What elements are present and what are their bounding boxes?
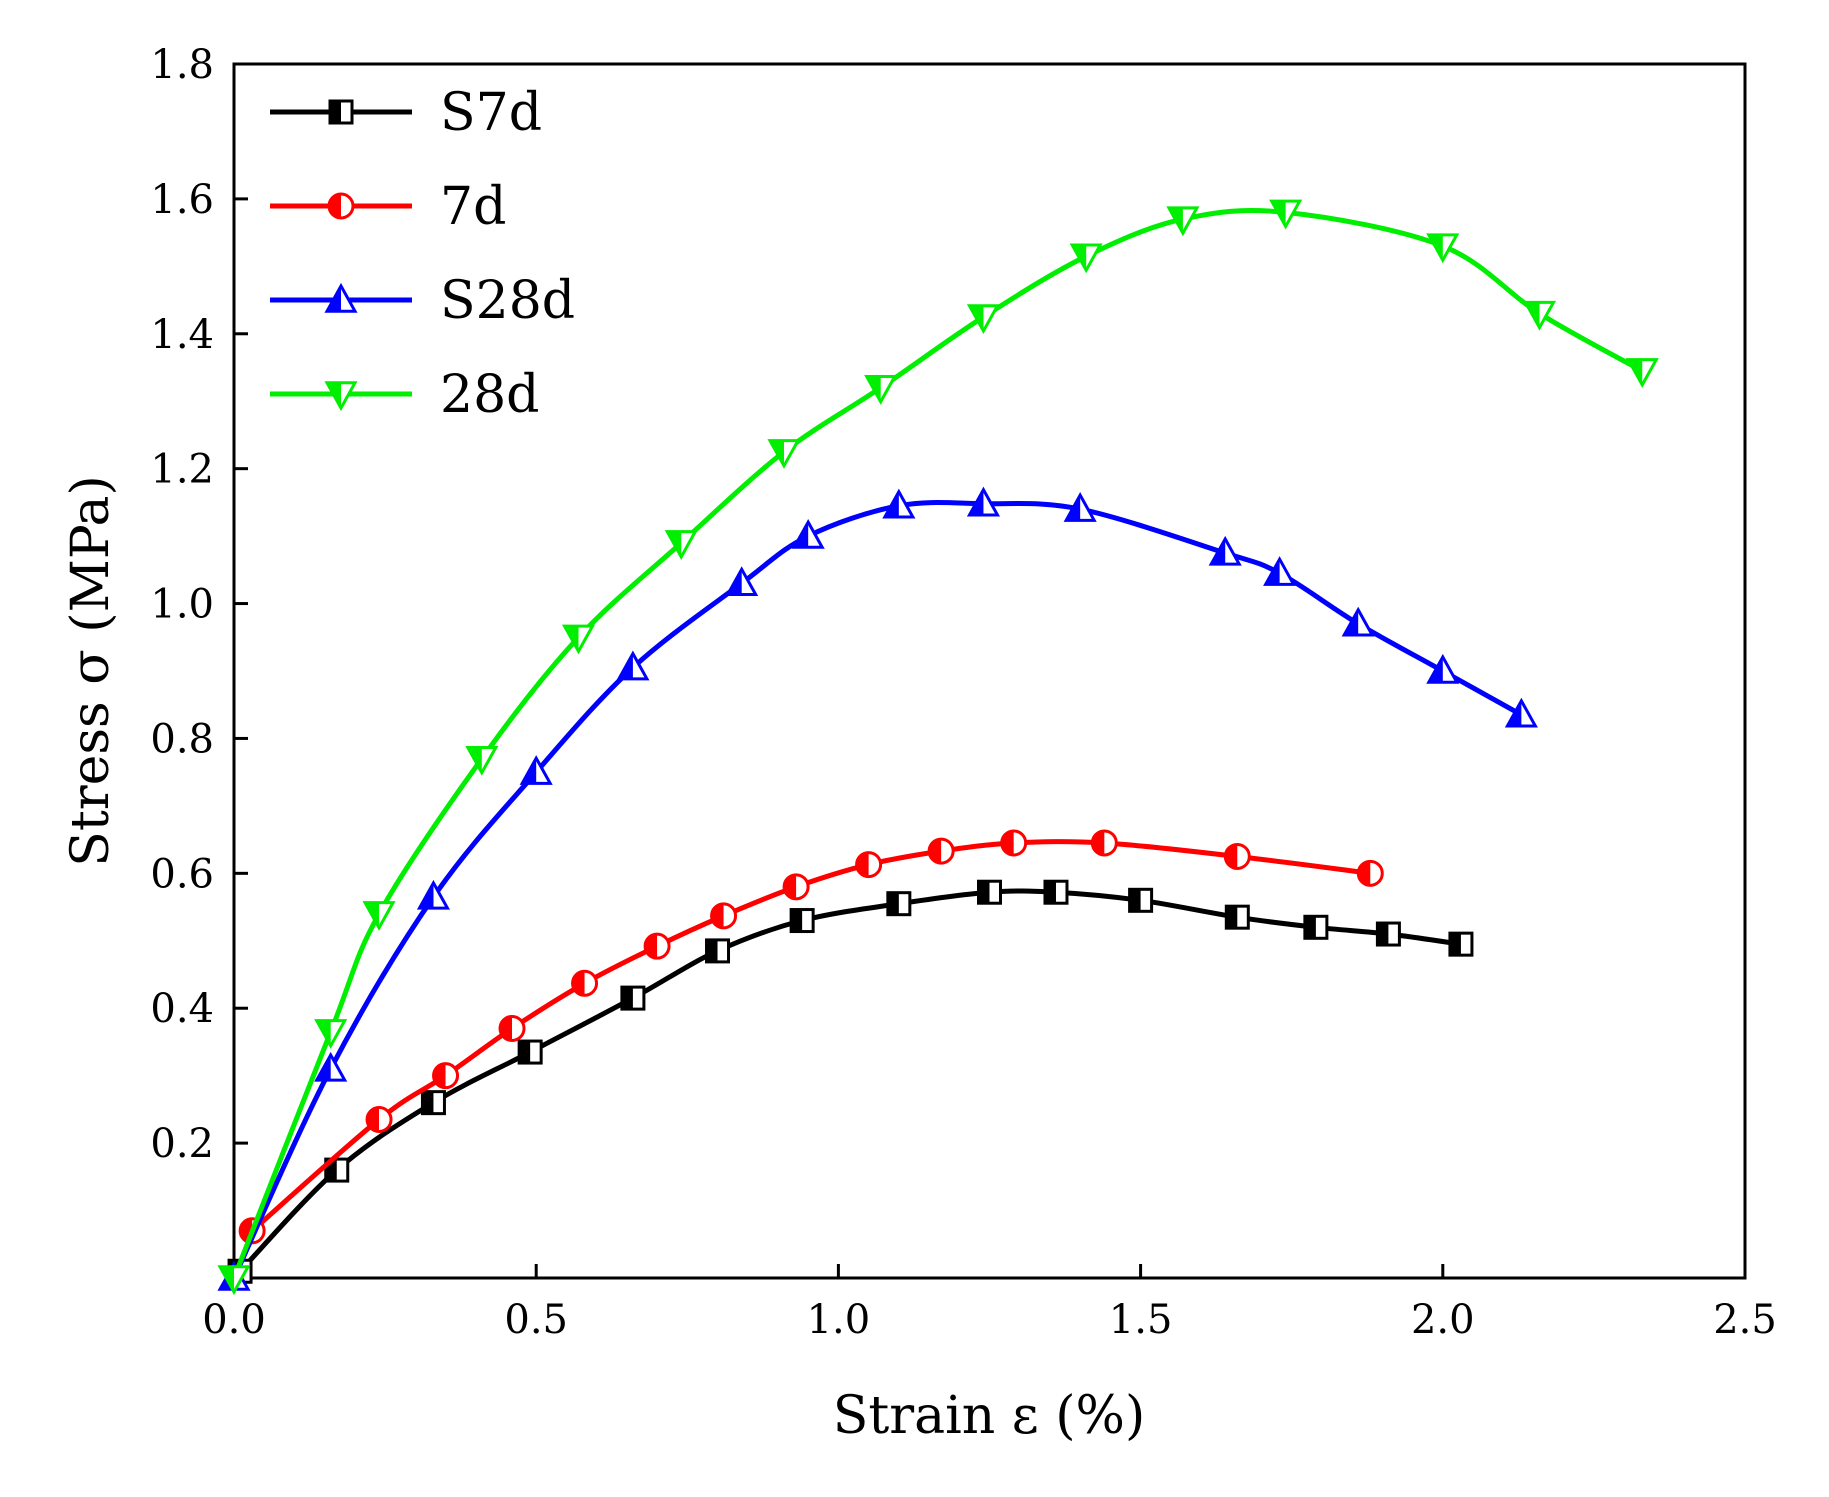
data-point: [643, 932, 671, 960]
x-tick-label: 2.0: [1411, 1297, 1475, 1343]
data-point: [966, 304, 1001, 335]
data-point: [420, 1090, 446, 1116]
data-point: [1356, 859, 1384, 887]
y-tick-label: 0.4: [150, 986, 214, 1032]
y-tick-label: 1.4: [150, 312, 214, 358]
series-layer: [217, 199, 1659, 1296]
y-tick-label: 0.8: [150, 716, 214, 762]
series-28d: [217, 199, 1659, 1296]
data-point: [217, 1265, 251, 1296]
data-point: [1090, 829, 1118, 857]
data-point: [864, 375, 898, 405]
x-tick-label: 2.5: [1713, 1297, 1777, 1343]
data-point: [362, 901, 396, 931]
data-point: [1063, 492, 1097, 522]
data-point: [365, 1106, 393, 1134]
data-point: [616, 650, 650, 681]
legend-label: 28d: [440, 365, 539, 425]
legend-item: S7d: [270, 83, 542, 143]
data-point: [1426, 653, 1460, 684]
data-point: [561, 624, 596, 655]
y-tick-label: 1.6: [150, 177, 214, 223]
legend: S7d 7d S28d 28d: [270, 83, 575, 425]
data-point: [1303, 914, 1329, 940]
data-point: [791, 519, 825, 549]
data-point: [1223, 842, 1251, 870]
series-line: [237, 888, 1464, 1274]
plot-frame: [232, 62, 1747, 1280]
x-tick-label: 0.5: [504, 1297, 568, 1343]
data-point: [710, 902, 738, 930]
series-s28d: [217, 486, 1538, 1291]
data-point: [1166, 206, 1200, 237]
data-point: [966, 486, 1001, 517]
data-point: [432, 1062, 460, 1090]
data-point: [1208, 535, 1242, 566]
legend-item: S28d: [270, 271, 575, 331]
data-point: [416, 879, 451, 910]
data-point: [1341, 606, 1375, 637]
data-point: [1522, 300, 1557, 331]
data-point: [1043, 879, 1069, 905]
data-point: [664, 530, 698, 560]
data-point: [725, 566, 759, 597]
legend-label: 7d: [440, 177, 506, 237]
legend-item: 28d: [270, 365, 539, 425]
legend-marker: [324, 381, 358, 412]
legend-label: S7d: [440, 83, 542, 143]
x-tick-label: 1.0: [807, 1297, 871, 1343]
data-point: [1128, 887, 1154, 913]
data-point: [1504, 697, 1538, 728]
data-point: [789, 908, 815, 934]
data-point: [517, 1039, 543, 1065]
x-tick-label: 0.0: [202, 1297, 266, 1343]
data-point: [1625, 358, 1659, 388]
data-point: [620, 985, 646, 1011]
series-line: [249, 839, 1373, 1234]
data-point: [1448, 931, 1474, 957]
legend-marker: [324, 282, 358, 313]
data-point: [498, 1014, 526, 1042]
data-point: [571, 969, 599, 997]
x-axis-title: Strain ε (%): [833, 1386, 1145, 1446]
data-point: [977, 879, 1002, 905]
data-point: [324, 1157, 350, 1183]
y-tick-label: 0.6: [150, 851, 214, 897]
x-tick-label: 1.5: [1109, 1297, 1173, 1343]
y-tick-label: 0.2: [150, 1121, 214, 1167]
data-point: [882, 488, 916, 519]
y-tick-label: 1.2: [150, 447, 214, 493]
series-line: [231, 500, 1524, 1281]
data-point: [1375, 921, 1401, 947]
y-tick-label: 1.8: [150, 42, 214, 88]
data-point: [927, 837, 955, 865]
data-point: [1000, 829, 1028, 857]
data-point: [465, 745, 499, 776]
axis-ticks: 0.0 0.5 1.0 1.5 2.0 2.5 0.2 0.4 0.6 0.8 1.0 1.2 1.4 1…: [150, 42, 1776, 1343]
data-point: [1224, 904, 1250, 930]
series-7d: [238, 829, 1384, 1245]
series-s7d: [227, 879, 1474, 1284]
data-point: [1426, 233, 1460, 264]
data-point: [855, 851, 883, 879]
data-point: [767, 439, 801, 469]
data-point: [314, 1051, 348, 1082]
legend-marker: [328, 99, 354, 125]
y-tick-label: 1.0: [150, 582, 214, 628]
data-point: [782, 873, 810, 901]
data-point: [519, 755, 553, 785]
data-point: [1269, 199, 1303, 230]
data-point: [705, 938, 731, 964]
legend-marker: [327, 192, 355, 220]
data-point: [886, 891, 912, 917]
data-point: [314, 1019, 348, 1049]
y-axis-title: Stress σ (MPa): [61, 475, 121, 867]
data-point: [1069, 243, 1103, 274]
data-point: [1263, 556, 1297, 586]
legend-label: S28d: [440, 271, 575, 331]
legend-item: 7d: [270, 177, 506, 237]
